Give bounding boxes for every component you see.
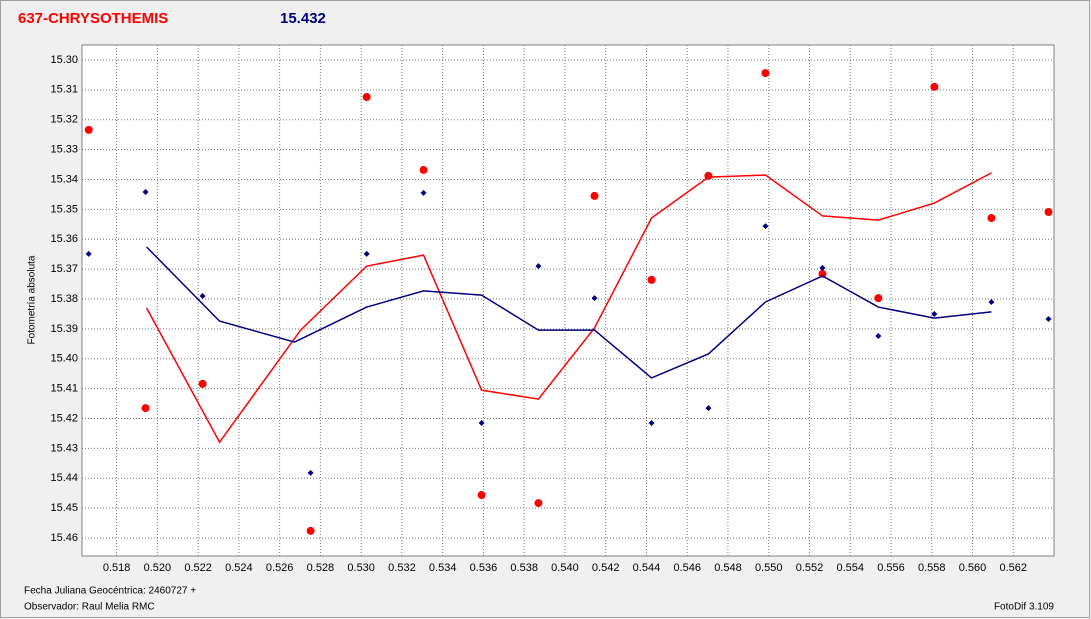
x-tick-label: 0.534 [429,562,457,574]
y-tick-label: 15.37 [50,263,78,275]
x-tick-label: 0.546 [673,562,701,574]
data-point [477,491,486,500]
data-point [307,469,314,476]
data-point [591,295,598,302]
data-point [142,189,149,196]
x-tick-label: 0.544 [633,562,661,574]
y-tick-label: 15.35 [50,203,78,215]
series-line [146,246,992,379]
data-point [819,264,826,271]
data-point [363,250,370,257]
x-tick-label: 0.526 [266,562,294,574]
y-tick-label: 15.33 [50,143,78,155]
data-point [705,405,712,412]
software: FotoDif 3.109 [994,602,1054,613]
data-point [1045,316,1052,323]
y-tick-label: 15.43 [50,442,78,454]
x-tick-label: 0.552 [796,562,824,574]
x-tick-label: 0.528 [307,562,335,574]
y-tick-label: 15.42 [50,412,78,424]
x-tick-label: 0.554 [836,562,864,574]
data-point [1044,208,1053,217]
data-point [141,404,150,413]
x-tick-label: 0.548 [714,562,742,574]
data-point [931,310,938,317]
x-tick-label: 0.542 [592,562,620,574]
x-tick-label: 0.556 [877,562,905,574]
data-point [85,250,92,257]
y-tick-label: 15.38 [50,293,78,305]
data-point [534,499,543,508]
data-point [198,379,207,388]
data-point [648,420,655,427]
data-point [762,223,769,230]
data-point [874,294,883,303]
y-tick-label: 15.46 [50,532,78,544]
y-axis-label: Fotometría absoluta [27,255,38,344]
y-tick-label: 15.31 [50,84,78,96]
x-tick-label: 0.524 [225,562,253,574]
x-tick-label: 0.550 [755,562,783,574]
y-tick-label: 15.30 [50,54,78,66]
y-tick-label: 15.39 [50,323,78,335]
x-tick-label: 0.560 [959,562,987,574]
y-tick-label: 15.34 [50,173,78,185]
data-point [478,420,485,427]
data-point [535,263,542,270]
data-point [419,165,428,174]
chart-subtitle: 15.432 [280,10,326,27]
x-tick-label: 0.562 [999,562,1027,574]
data-point [306,526,315,535]
y-tick-label: 15.32 [50,114,78,126]
data-point [590,191,599,200]
x-tick-label: 0.518 [103,562,131,574]
x-tick-label: 0.538 [510,562,538,574]
data-point [875,333,882,340]
y-tick-label: 15.45 [50,502,78,514]
x-tick-label: 0.558 [918,562,946,574]
y-tick-label: 15.44 [50,472,78,484]
data-point [818,269,827,278]
y-tick-label: 15.40 [50,353,78,365]
x-tick-label: 0.520 [144,562,172,574]
x-axis-label: Fecha Juliana Geocéntrica: 2460727 + [24,586,196,597]
y-tick-label: 15.36 [50,233,78,245]
x-tick-label: 0.540 [551,562,579,574]
data-point [647,275,656,284]
data-point [84,125,93,134]
x-tick-label: 0.536 [470,562,498,574]
data-point [988,298,995,305]
x-tick-label: 0.522 [184,562,212,574]
y-tick-label: 15.41 [50,383,78,395]
data-point [362,92,371,101]
data-point [199,293,206,300]
data-point [761,69,770,78]
plot-area [81,44,1055,557]
series-line [145,172,992,444]
x-tick-label: 0.532 [388,562,416,574]
observer: Observador: Raul Melia RMC [24,602,155,613]
data-point [420,189,427,196]
data-point [930,82,939,91]
x-tick-label: 0.530 [347,562,375,574]
data-point [987,214,996,223]
chart-title: 637-CHRYSOTHEMIS [18,10,168,27]
